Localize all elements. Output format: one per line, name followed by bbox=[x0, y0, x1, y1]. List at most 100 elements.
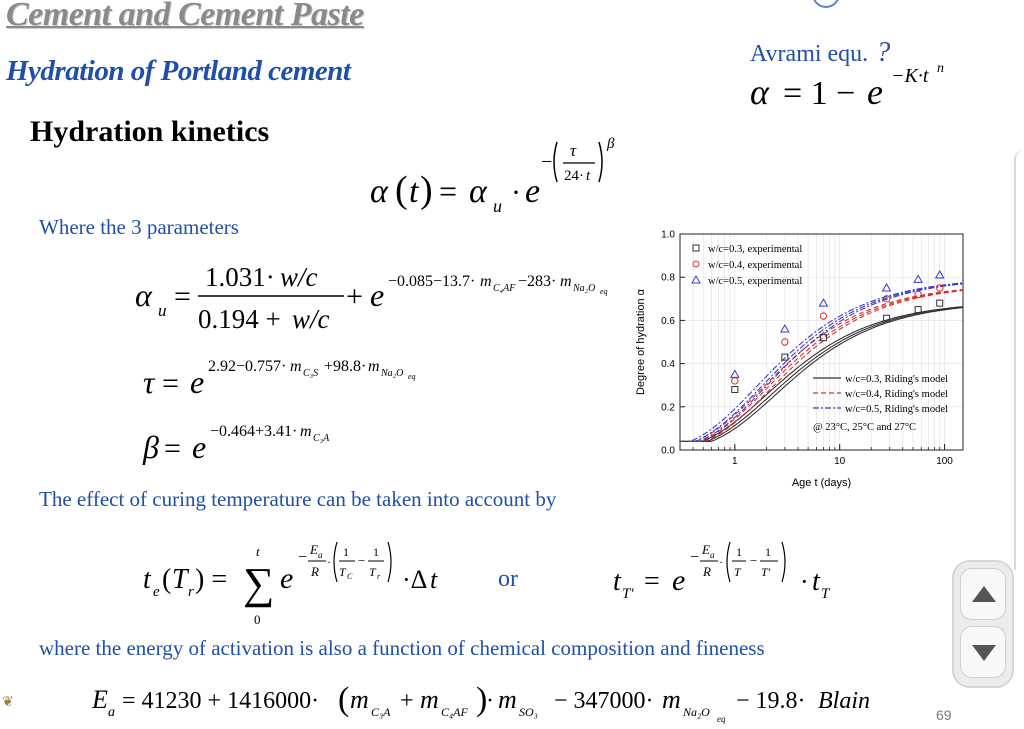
svg-text:e: e bbox=[190, 364, 204, 400]
svg-text:m: m bbox=[290, 358, 302, 375]
data-point-circle bbox=[882, 295, 891, 303]
svg-text:u: u bbox=[158, 301, 167, 320]
svg-text:t: t bbox=[586, 168, 591, 184]
data-point-square bbox=[936, 299, 944, 307]
svg-text:α: α bbox=[750, 72, 770, 112]
svg-text:C₄AF: C₄AF bbox=[493, 283, 516, 294]
svg-text:·: · bbox=[719, 555, 723, 569]
svg-text:1.031·: 1.031· bbox=[205, 262, 275, 292]
svg-text:u: u bbox=[493, 196, 502, 215]
svg-text:0: 0 bbox=[254, 612, 261, 627]
svg-text:T': T' bbox=[761, 565, 771, 579]
svg-text:τ: τ bbox=[143, 364, 156, 400]
svg-text:−: − bbox=[750, 553, 757, 568]
y-axis-label: Degree of hydration α bbox=[635, 288, 647, 395]
data-point-square bbox=[731, 386, 739, 394]
model-curve-line bbox=[680, 282, 964, 442]
svg-text:m: m bbox=[560, 273, 572, 290]
svg-text:T: T bbox=[339, 565, 347, 579]
svg-text:β: β bbox=[606, 136, 615, 152]
slide-title: Cement and Cement Paste bbox=[6, 0, 364, 33]
svg-text:e: e bbox=[280, 562, 293, 595]
svg-text:n: n bbox=[937, 62, 944, 76]
svg-text:E: E bbox=[91, 685, 108, 714]
svg-text:a: a bbox=[710, 550, 715, 560]
avrami-label: Avrami equ.? bbox=[750, 37, 890, 69]
data-point-triangle bbox=[818, 298, 829, 307]
svg-text:−: − bbox=[690, 549, 699, 566]
svg-text:m: m bbox=[662, 685, 681, 714]
svg-text:m: m bbox=[350, 685, 369, 714]
svg-text:1: 1 bbox=[373, 545, 379, 559]
svg-text:−: − bbox=[541, 151, 552, 173]
data-point-triangle bbox=[779, 324, 790, 333]
y-tick-label: 0.8 bbox=[661, 273, 675, 284]
y-tick-label: 0.0 bbox=[661, 446, 675, 457]
svg-text:·Δ: ·Δ bbox=[402, 565, 427, 594]
y-tick-label: 0.4 bbox=[661, 359, 675, 370]
svg-text:T: T bbox=[369, 565, 377, 579]
svg-text:− 19.8·: − 19.8· bbox=[736, 688, 806, 714]
x-tick-label: 1 bbox=[732, 456, 738, 467]
svg-text:·: · bbox=[327, 555, 331, 569]
svg-text:t: t bbox=[143, 564, 152, 595]
plot-frame bbox=[679, 233, 964, 451]
svg-text:e: e bbox=[192, 429, 206, 465]
svg-text:t: t bbox=[430, 565, 438, 594]
logo-icon bbox=[812, 0, 840, 8]
data-point-square bbox=[883, 314, 891, 322]
avrami-question-mark: ? bbox=[876, 37, 891, 68]
svg-text:t: t bbox=[409, 173, 420, 210]
legend-marker bbox=[691, 274, 701, 284]
chart-annotation: @ 23°C, 25°C and 27°C bbox=[813, 422, 916, 433]
svg-text:Na₂O: Na₂O bbox=[572, 283, 595, 294]
svg-text:) =: ) = bbox=[195, 564, 227, 595]
svg-text:=: = bbox=[174, 280, 191, 313]
svg-text:r: r bbox=[377, 572, 381, 581]
svg-text:T': T' bbox=[622, 586, 634, 602]
svg-text:=: = bbox=[439, 173, 457, 209]
svg-text:m: m bbox=[368, 358, 380, 375]
svg-text:a: a bbox=[318, 550, 323, 560]
y-tick-label: 1.0 bbox=[661, 230, 675, 241]
svg-text:− 347000·: − 347000· bbox=[554, 688, 654, 714]
data-point-square bbox=[781, 353, 789, 361]
svg-text:−K·t: −K·t bbox=[891, 65, 929, 87]
svg-text:= 1 −: = 1 − bbox=[783, 75, 855, 112]
svg-text:m: m bbox=[420, 685, 439, 714]
svg-text:eq: eq bbox=[600, 287, 608, 296]
or-text: or bbox=[498, 566, 518, 592]
svg-text:E: E bbox=[309, 542, 318, 557]
next-slide-button[interactable] bbox=[960, 626, 1006, 678]
svg-text:−283·: −283· bbox=[518, 273, 556, 290]
svg-text:m: m bbox=[300, 423, 312, 440]
svg-text:e: e bbox=[867, 72, 883, 112]
legend-marker bbox=[692, 260, 700, 268]
svg-text:C₃A: C₃A bbox=[313, 433, 330, 444]
svg-text:T: T bbox=[821, 586, 831, 602]
y-tick-label: 0.2 bbox=[661, 402, 675, 413]
x-axis-label: Age t (days) bbox=[792, 477, 851, 489]
svg-text:1: 1 bbox=[343, 545, 349, 559]
svg-text:0.194 +: 0.194 + bbox=[198, 304, 281, 334]
svg-text:α: α bbox=[135, 277, 153, 313]
svg-text:−0.085−13.7·: −0.085−13.7· bbox=[388, 273, 475, 290]
svg-text:τ: τ bbox=[570, 141, 577, 160]
svg-text:2.92−0.757·: 2.92−0.757· bbox=[208, 358, 286, 375]
legend-label: w/c=0.5, experimental bbox=[708, 276, 802, 287]
model-curve-line bbox=[680, 307, 964, 442]
svg-text:w/c: w/c bbox=[292, 304, 330, 334]
data-point-square bbox=[819, 334, 827, 342]
parameters-intro: Where the 3 parameters bbox=[39, 215, 239, 239]
svg-text:α: α bbox=[370, 173, 389, 210]
svg-text:e: e bbox=[153, 584, 160, 600]
activation-energy-text: where the energy of activation is also a… bbox=[39, 636, 765, 660]
svg-text:+98.8·: +98.8· bbox=[324, 358, 366, 375]
svg-text:(: ( bbox=[395, 169, 408, 211]
svg-text:eq: eq bbox=[717, 714, 726, 724]
previous-slide-button[interactable] bbox=[960, 568, 1006, 620]
svg-text:m: m bbox=[498, 685, 517, 714]
svg-text:α: α bbox=[469, 173, 488, 210]
page-number: 69 bbox=[936, 707, 952, 723]
section-heading: Hydration kinetics bbox=[30, 115, 270, 148]
